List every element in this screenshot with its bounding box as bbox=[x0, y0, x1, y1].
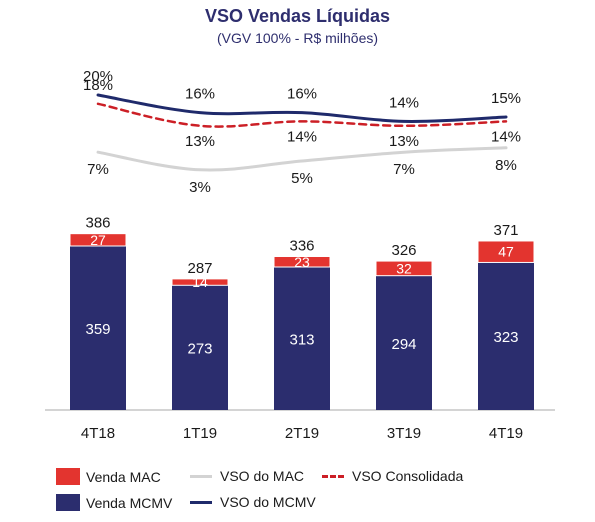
legend-swatch-vso-consolidada bbox=[322, 474, 344, 478]
legend-label-vso-consolidada: VSO Consolidada bbox=[352, 468, 464, 484]
line-label-vso-consolidada-1t19: 13% bbox=[185, 133, 215, 150]
data-label-venda-mcmv-4t19: 323 bbox=[493, 329, 518, 346]
data-label-venda-mcmv-2t19: 313 bbox=[289, 332, 314, 349]
line-label-vso-consolidada-2t19: 14% bbox=[287, 128, 317, 145]
line-vso-do-mac bbox=[96, 146, 508, 172]
legend-item-venda-mac: Venda MAC bbox=[56, 468, 161, 485]
x-tick-label-3t19: 3T19 bbox=[387, 425, 421, 442]
bar-venda-mac-4t19 bbox=[477, 240, 535, 263]
line-vso-do-mcmv bbox=[96, 93, 508, 123]
data-label-venda-mac-2t19: 23 bbox=[294, 254, 310, 270]
data-label-venda-mcmv-3t19: 294 bbox=[391, 336, 416, 353]
legend-label-vso-mcmv: VSO do MCMV bbox=[220, 494, 316, 510]
line-label-vso-consolidada-4t18: 18% bbox=[83, 77, 113, 94]
bar-venda-mac-3t19 bbox=[375, 260, 433, 277]
data-label-venda-mcmv-4t18: 359 bbox=[85, 321, 110, 338]
chart-subtitle: (VGV 100% - R$ milhões) bbox=[216, 30, 379, 46]
legend-item-vso-consolidada: VSO Consolidada bbox=[322, 468, 463, 484]
line-label-vso-do-mcmv-2t19: 16% bbox=[287, 86, 317, 103]
bar-venda-mcmv-2t19 bbox=[274, 267, 330, 410]
data-label-venda-mac-4t18: 27 bbox=[90, 232, 106, 248]
line-label-vso-do-mcmv-4t19: 15% bbox=[491, 90, 521, 107]
line-label-vso-do-mac-2t19: 5% bbox=[291, 170, 313, 187]
line-label-vso-do-mac-1t19: 3% bbox=[189, 179, 211, 196]
line-label-vso-do-mcmv-4t18: 20% bbox=[83, 68, 113, 85]
bar-venda-mac-2t19 bbox=[273, 256, 331, 268]
line-label-vso-do-mac-3t19: 7% bbox=[393, 161, 415, 178]
total-label-4t18: 386 bbox=[85, 215, 110, 232]
total-label-3t19: 326 bbox=[391, 242, 416, 259]
data-label-venda-mac-4t19: 47 bbox=[498, 244, 514, 260]
line-label-vso-consolidada-3t19: 13% bbox=[389, 133, 419, 150]
total-label-2t19: 336 bbox=[289, 238, 314, 255]
bar-venda-mac-1t19 bbox=[171, 278, 229, 286]
total-label-4t19: 371 bbox=[493, 222, 518, 239]
legend-item-vso-mac: VSO do MAC bbox=[190, 468, 304, 484]
legend-swatch-venda-mcmv bbox=[56, 494, 80, 511]
line-label-vso-do-mcmv-3t19: 14% bbox=[389, 94, 419, 111]
bar-venda-mcmv-1t19 bbox=[172, 285, 228, 410]
legend-item-venda-mcmv: Venda MCMV bbox=[56, 494, 172, 511]
line-label-vso-do-mac-4t19: 8% bbox=[495, 157, 517, 174]
bar-venda-mcmv-3t19 bbox=[376, 275, 432, 410]
total-label-1t19: 287 bbox=[187, 260, 212, 277]
bar-venda-mac-4t18 bbox=[69, 233, 127, 247]
data-label-venda-mcmv-1t19: 273 bbox=[187, 341, 212, 358]
line-label-vso-do-mcmv-1t19: 16% bbox=[185, 86, 215, 103]
x-tick-label-4t19: 4T19 bbox=[489, 425, 523, 442]
line-label-vso-do-mac-4t18: 7% bbox=[87, 161, 109, 178]
legend-label-venda-mcmv: Venda MCMV bbox=[86, 494, 173, 511]
line-label-vso-consolidada-4t19: 14% bbox=[491, 128, 521, 145]
legend-swatch-venda-mac bbox=[56, 468, 80, 485]
x-tick-label-2t19: 2T19 bbox=[285, 425, 319, 442]
chart-title: VSO Vendas Líquidas bbox=[204, 6, 391, 26]
legend-item-vso-mcmv: VSO do MCMV bbox=[190, 494, 316, 510]
line-vso-consolidada bbox=[96, 102, 508, 128]
x-tick-label-4t18: 4T18 bbox=[81, 425, 115, 442]
x-tick-label-1t19: 1T19 bbox=[183, 425, 217, 442]
legend-label-venda-mac: Venda MAC bbox=[86, 468, 161, 485]
data-label-venda-mac-3t19: 32 bbox=[396, 260, 412, 276]
bar-venda-mcmv-4t18 bbox=[70, 246, 126, 410]
data-label-venda-mac-1t19: 14 bbox=[192, 274, 208, 290]
legend-label-vso-mac: VSO do MAC bbox=[220, 468, 305, 484]
legend-swatch-vso-mcmv bbox=[190, 500, 212, 504]
bar-venda-mcmv-4t19 bbox=[478, 262, 534, 410]
legend-swatch-vso-mac bbox=[190, 474, 212, 478]
